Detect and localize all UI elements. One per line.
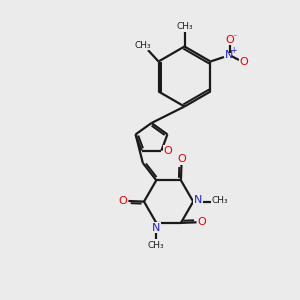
Text: CH₃: CH₃ bbox=[212, 196, 229, 205]
Text: O: O bbox=[177, 154, 186, 164]
Text: CH₃: CH₃ bbox=[148, 241, 165, 250]
Text: +: + bbox=[231, 46, 237, 55]
Text: O: O bbox=[118, 196, 127, 206]
Text: O: O bbox=[239, 57, 248, 67]
Text: CH₃: CH₃ bbox=[177, 22, 194, 31]
Text: O: O bbox=[164, 146, 172, 156]
Text: N: N bbox=[152, 223, 160, 233]
Text: N: N bbox=[225, 50, 233, 60]
Text: N: N bbox=[194, 195, 202, 205]
Text: O: O bbox=[197, 217, 206, 227]
Text: O: O bbox=[226, 35, 234, 45]
Text: ⁻: ⁻ bbox=[232, 33, 237, 42]
Text: CH₃: CH₃ bbox=[135, 40, 151, 50]
